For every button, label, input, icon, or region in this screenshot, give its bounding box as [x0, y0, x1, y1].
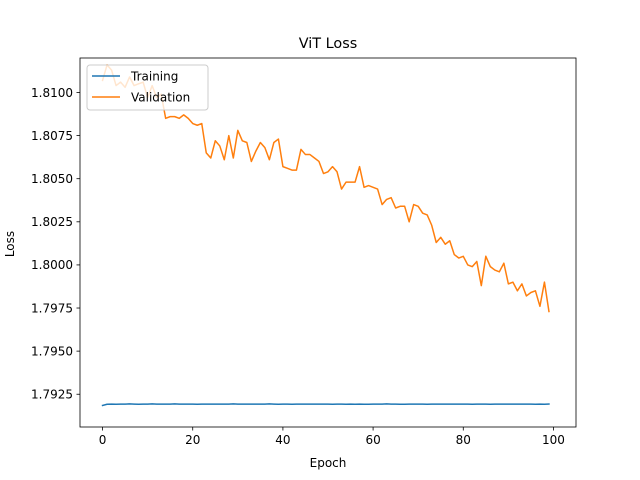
x-tick-label: 80 [456, 433, 471, 447]
y-tick-label: 1.8050 [31, 172, 73, 186]
y-tick-label: 1.7975 [31, 301, 73, 315]
x-tick-label: 40 [275, 433, 290, 447]
chart-title: ViT Loss [299, 36, 357, 52]
x-tick-label: 20 [185, 433, 200, 447]
x-tick-label: 100 [542, 433, 565, 447]
y-axis-title: Loss [3, 231, 17, 257]
y-tick-label: 1.8075 [31, 129, 73, 143]
x-axis-title: Epoch [310, 456, 347, 470]
series-line-training [101, 403, 550, 407]
y-tick-label: 1.7925 [31, 388, 73, 402]
y-tick-label: 1.8000 [31, 258, 73, 272]
legend: Training Validation [86, 64, 209, 111]
x-tick-label: 0 [99, 433, 107, 447]
y-tick-label: 1.8100 [31, 86, 73, 100]
series-line-validation [101, 64, 550, 313]
axes-frame [79, 57, 577, 428]
legend-label-training: Training [130, 69, 178, 83]
y-tick-label: 1.7950 [31, 344, 73, 358]
axes: 0 20 40 60 80 100 1.7925 1.7950 1.7975 1.8000 1.80… [31, 57, 577, 447]
x-tick-label: 60 [365, 433, 380, 447]
y-tick-label: 1.8025 [31, 215, 73, 229]
legend-label-validation: Validation [131, 90, 190, 104]
plot-area [101, 64, 550, 407]
